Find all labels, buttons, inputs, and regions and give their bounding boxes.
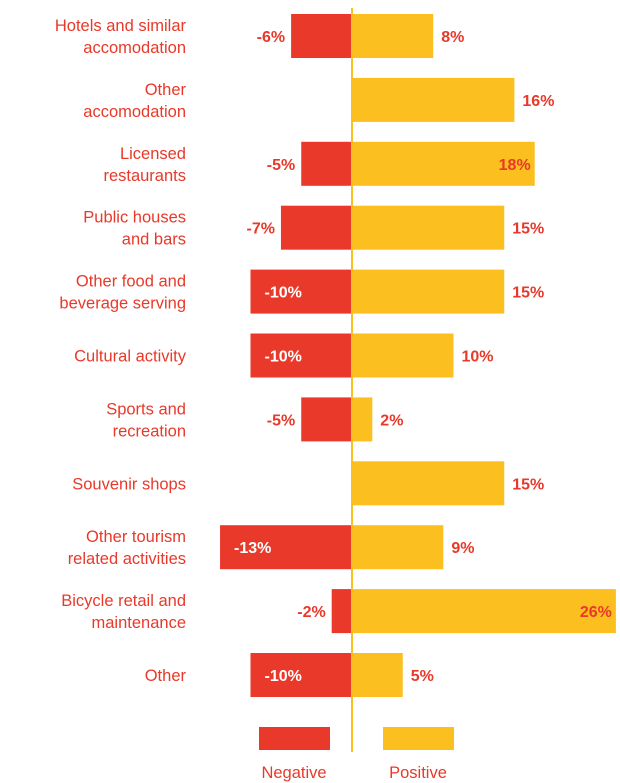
negative-value-label: -2% [297,604,325,621]
legend-swatch-positive [383,727,454,750]
positive-bar [352,461,505,506]
labels-layer: Hotels and similar accomodation -6% 8% Other… [55,17,612,685]
negative-bar [250,653,352,697]
category-label: Licensed restaurants [103,145,186,185]
positive-bar [352,525,444,570]
legend-label-negative: Negative [261,764,326,782]
negative-value-label: -6% [257,29,285,46]
negative-bar [250,269,352,314]
bars-layer [220,14,616,697]
negative-value-label: -7% [246,221,274,238]
category-label: Sports and recreation [106,400,186,440]
negative-value-label: -13% [234,540,271,557]
negative-bar [220,525,352,570]
legend-label-positive: Positive [389,764,447,782]
positive-bar [352,77,515,122]
positive-value-label: 16% [522,93,554,110]
negative-bar [301,397,352,442]
positive-bar [352,397,373,442]
positive-bar [352,141,535,186]
category-label: Other food and beverage serving [59,273,186,313]
legend: Negative Positive [259,727,454,782]
positive-bar [352,269,505,314]
positive-bar [352,589,616,634]
positive-value-label: 10% [462,349,494,366]
negative-value-label: -10% [265,349,302,366]
category-label: Other tourism related activities [68,528,186,568]
positive-value-label: 26% [580,604,612,621]
negative-value-label: -5% [267,412,295,429]
positive-value-label: 5% [411,668,434,685]
category-label: Other accomodation [83,81,186,121]
negative-bar [280,205,352,250]
positive-bar [352,653,403,697]
negative-bar [301,141,352,186]
legend-swatch-negative [259,727,330,750]
category-label: Public houses and bars [83,209,186,249]
negative-value-label: -5% [267,157,295,174]
negative-bar [250,333,352,378]
category-label: Bicycle retail and maintenance [61,592,186,632]
negative-value-label: -10% [265,285,302,302]
positive-value-label: 18% [499,157,531,174]
positive-value-label: 9% [451,540,474,557]
positive-value-label: 2% [380,412,403,429]
negative-value-label: -10% [265,668,302,685]
positive-value-label: 15% [512,285,544,302]
positive-value-label: 15% [512,221,544,238]
negative-bar [331,589,352,634]
positive-bar [352,333,454,378]
positive-bar [352,205,505,250]
positive-bar [352,14,434,58]
category-label: Souvenir shops [72,475,186,493]
category-label: Cultural activity [74,348,187,366]
category-label: Hotels and similar accomodation [55,17,187,57]
category-label: Other [145,667,187,685]
negative-bar [291,14,352,58]
positive-value-label: 8% [441,29,464,46]
positive-value-label: 15% [512,476,544,493]
